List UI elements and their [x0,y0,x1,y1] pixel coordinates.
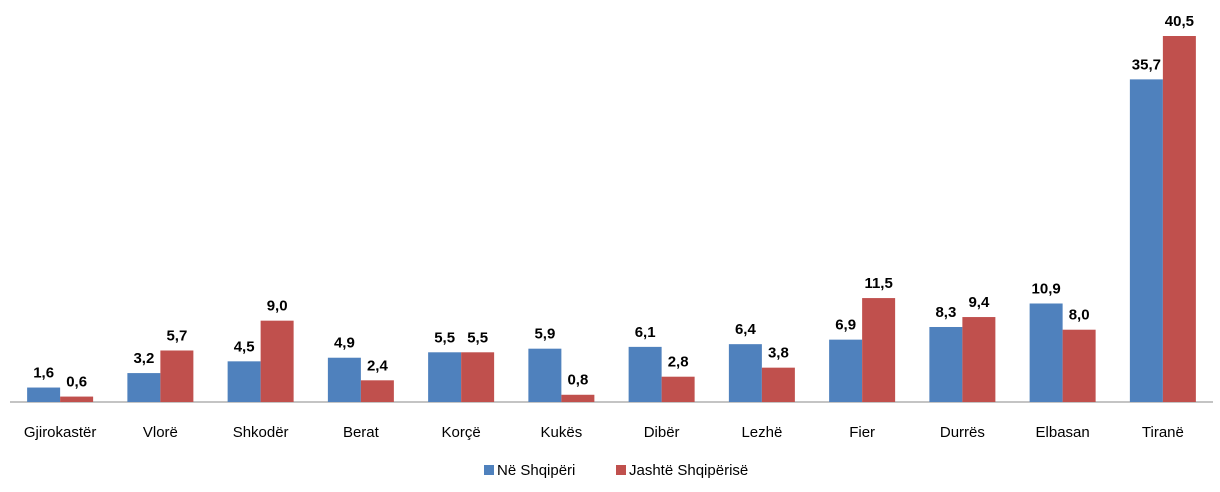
data-label: 3,2 [133,350,154,367]
x-tick-label: Tiranë [1142,424,1184,441]
x-tick-label: Dibër [644,424,680,441]
data-label: 6,4 [735,321,757,338]
bar [327,357,361,402]
data-label: 5,5 [467,329,488,346]
bar [428,352,462,402]
data-label: 5,5 [434,329,455,346]
data-label: 40,5 [1165,13,1194,30]
data-label: 1,6 [33,365,54,382]
data-label: 8,3 [935,304,956,321]
legend-swatch [484,465,494,475]
bar [1162,36,1196,402]
data-label: 0,8 [567,372,588,389]
x-tick-label: Gjirokastër [24,424,97,441]
data-label: 5,7 [166,327,187,344]
data-label: 3,8 [768,345,789,362]
bar [628,346,662,402]
data-label: 10,9 [1032,280,1061,297]
data-label: 35,7 [1132,56,1161,73]
bar [160,350,194,402]
bar [929,326,963,402]
data-label: 0,6 [66,374,87,391]
bar [528,348,562,402]
x-tick-label: Elbasan [1036,424,1090,441]
x-tick-label: Fier [849,424,875,441]
bar [260,320,294,402]
bar [1029,303,1063,402]
x-tick-label: Kukës [541,424,583,441]
data-label: 9,0 [267,298,288,315]
bar [227,361,261,402]
data-label: 11,5 [864,275,892,292]
data-label: 4,9 [334,335,355,352]
bar [127,373,161,402]
legend-label: Në Shqipëri [497,462,575,479]
data-label: 6,1 [635,324,656,341]
bar [60,396,94,402]
bar [728,344,762,402]
legend-label: Jashtë Shqipërisë [629,462,748,479]
x-tick-label: Korçë [442,424,481,441]
bar [461,352,495,402]
bar [761,367,795,402]
data-label: 8,0 [1069,307,1090,324]
data-label: 2,4 [367,357,389,374]
x-tick-label: Vlorë [143,424,178,441]
data-label: 2,8 [668,354,689,371]
bar [27,387,61,402]
bar [1062,329,1096,402]
bar [661,376,695,402]
data-label: 4,5 [234,338,255,355]
bar [561,394,595,402]
bar [962,317,996,402]
data-label: 9,4 [968,294,990,311]
x-tick-label: Durrës [940,424,985,441]
data-label: 5,9 [534,326,555,343]
bar [862,298,896,402]
x-tick-label: Lezhë [741,424,782,441]
x-tick-label: Berat [343,424,380,441]
data-label: 6,9 [835,317,856,334]
bar [1129,79,1163,402]
legend-swatch [616,465,626,475]
bar [360,380,394,402]
bar [829,339,863,402]
x-tick-label: Shkodër [233,424,289,441]
